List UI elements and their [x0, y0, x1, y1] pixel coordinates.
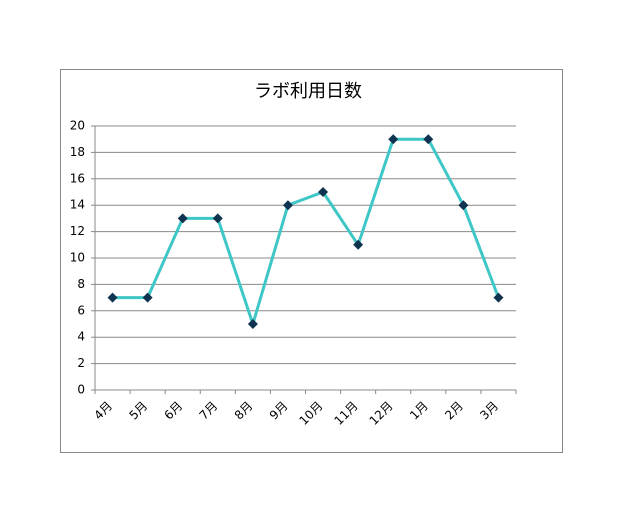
marker — [107, 292, 118, 303]
y-tick-label: 14 — [70, 198, 85, 212]
line — [112, 137, 500, 326]
marker — [458, 200, 469, 211]
y-tick-label: 8 — [77, 277, 85, 291]
y-tick-label: 20 — [70, 119, 85, 133]
chart-frame — [60, 69, 563, 453]
y-tick-label: 12 — [70, 224, 85, 238]
y-tick-label: 4 — [77, 330, 85, 344]
y-tick-label: 18 — [70, 145, 85, 159]
marker — [282, 200, 293, 211]
y-tick-label: 2 — [77, 356, 85, 370]
marker — [493, 292, 504, 303]
marker — [318, 187, 329, 197]
y-tick-label: 0 — [77, 383, 85, 397]
chart-title: ラボ利用日数 — [254, 81, 362, 102]
y-tick-label: 16 — [70, 171, 85, 185]
marker — [177, 213, 188, 224]
y-tick-label: 10 — [70, 251, 85, 265]
marker — [142, 292, 153, 303]
marker — [388, 134, 399, 145]
y-tick-label: 6 — [77, 303, 85, 317]
marker — [212, 213, 223, 224]
marker — [353, 239, 364, 250]
marker — [423, 134, 434, 145]
marker — [247, 319, 258, 329]
